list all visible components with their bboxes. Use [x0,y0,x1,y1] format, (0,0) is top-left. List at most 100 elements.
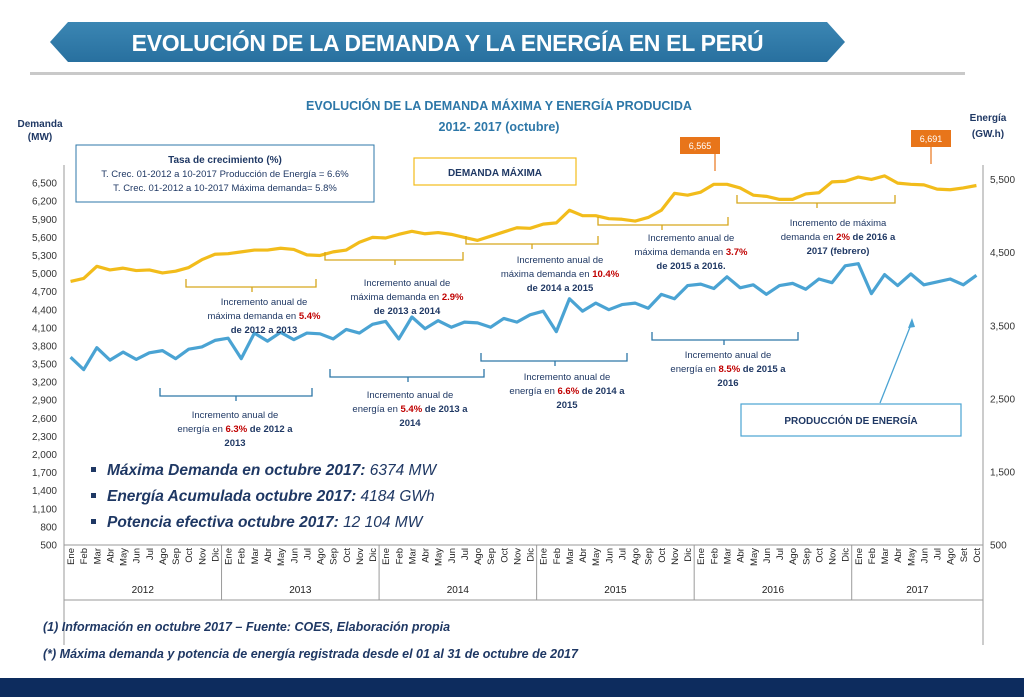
growth-rate-energy: T. Crec. 01-2012 a 10-2017 Producción de… [101,169,349,180]
right-tick-label-5: 5,500 [990,175,1015,186]
peak-badge-2017-label: 6,691 [920,134,943,144]
annotation-demand-2013-line1: Incremento anual de [364,278,451,289]
chart-subtitle: 2012- 2017 (octubre) [439,120,560,134]
month-label: Sep [801,548,812,565]
annotation-demand-2015-line3: de 2015 a 2016. [656,261,725,272]
annotation-energy-2012-line1: Incremento anual de [192,410,279,421]
growth-rate-demand: T. Crec. 01-2012 a 10-2017 Máxima demand… [113,183,337,194]
year-label-2015: 2015 [604,585,627,596]
month-label: Jun [604,548,615,563]
month-label: Abr [263,548,274,563]
left-tick-label-13: 4,400 [32,305,57,316]
energy-legend-arrowhead [908,318,915,328]
brace-demand-2013 [324,252,464,265]
chart-title: EVOLUCIÓN DE LA DEMANDA MÁXIMA Y ENERGÍA… [306,98,692,113]
left-tick-label-17: 5,600 [32,233,57,244]
annotation-energy-2013-line3: 2014 [399,418,421,429]
month-label: Dic [841,548,852,562]
brace-energy-2015 [651,332,799,345]
brace-demand-2016 [736,195,896,208]
month-label: Jul [302,548,313,560]
year-label-2012: 2012 [132,585,155,596]
title-banner: EVOLUCIÓN DE LA DEMANDA Y LA ENERGÍA EN … [50,22,845,62]
annotation-energy-2013-line2: energía en 5.4% de 2013 a [352,404,468,415]
energy-legend-pointer [879,321,913,404]
month-label: Jun [289,548,300,563]
month-label: Jul [145,548,156,560]
annotation-demand-2016: Incremento de máxima demanda en 2% de 20… [781,218,896,257]
left-tick-label-5: 2,000 [32,450,57,461]
month-label: Nov [512,548,523,565]
month-label: Ene [66,548,77,565]
month-label: Dic [683,548,694,562]
right-axis-label-2: (GW.h) [972,129,1004,140]
month-label: Abr [893,548,904,563]
demand-energy-chart: EVOLUCIÓN DE LA DEMANDA MÁXIMA Y ENERGÍA… [17,98,1015,645]
brace-demand-2015 [597,217,729,230]
footer-bar [0,678,1024,697]
left-tick-label-10: 3,500 [32,360,57,371]
peak-badge-2016-label: 6,565 [689,141,712,151]
annotation-energy-2012: Incremento anual de energía en 6.3% de 2… [177,410,293,449]
year-label-2014: 2014 [447,585,470,596]
month-label: Feb [394,548,405,564]
highlight-max-demand: Máxima Demanda en octubre 2017: 6374 MW [107,462,437,479]
month-label: Set [959,548,970,563]
energy-legend-box [740,403,962,437]
month-label: Oct [184,548,195,563]
left-tick-label-12: 4,100 [32,323,57,334]
left-tick-label-4: 1,700 [32,468,57,479]
month-label: May [749,548,760,566]
month-label: Nov [355,548,366,565]
month-label: Nov [670,548,681,565]
annotation-energy-2013: Incremento anual de energía en 5.4% de 2… [352,390,468,429]
left-tick-label-2: 1,100 [32,504,57,515]
month-label: Abr [105,548,116,563]
month-label: Dic [368,548,379,562]
month-label: Jun [919,548,930,563]
month-label: Ene [224,548,235,565]
month-label: Ago [631,548,642,565]
year-label-2017: 2017 [906,585,929,596]
left-tick-label-0: 500 [40,541,57,552]
annotation-demand-2016-line2: demanda en 2% de 2016 a [781,232,896,243]
left-tick-label-7: 2,600 [32,414,57,425]
annotation-demand-2012-line2: máxima demanda en 5.4% [207,311,321,322]
left-tick-label-8: 2,900 [32,396,57,407]
annotation-demand-2016-line1: Incremento de máxima [790,218,887,229]
month-label: May [434,548,445,566]
footer-note-source: (1) Información en octubre 2017 – Fuente… [43,620,451,634]
left-tick-label-19: 6,200 [32,197,57,208]
month-label: Jul [775,548,786,560]
bullet-2 [91,493,96,498]
right-tick-label-2: 2,500 [990,394,1015,405]
highlights: Máxima Demanda en octubre 2017: 6374 MW … [91,462,437,531]
month-label: Nov [828,548,839,565]
annotation-energy-2015-line2: energía en 8.5% de 2015 a [670,364,786,375]
braces [159,195,896,401]
month-label: Ago [473,548,484,565]
peak-badge-2016: 6,565 [680,137,720,171]
annotation-demand-2013-line3: de 2013 a 2014 [374,306,441,317]
month-label: Oct [657,548,668,563]
left-tick-label-1: 800 [40,522,57,533]
bullet-1 [91,467,96,472]
month-label: Jul [460,548,471,560]
annotation-demand-2014: Incremento anual de máxima demanda en 10… [501,255,620,294]
highlight-energy: Energía Acumulada octubre 2017: 4184 GWh [107,488,435,505]
annotation-energy-2015: Incremento anual de energía en 8.5% de 2… [670,350,786,389]
month-label: Abr [736,548,747,563]
demand-legend-label: DEMANDA MÁXIMA [448,166,542,179]
month-label: Oct [814,548,825,563]
month-label: Jun [447,548,458,563]
month-label: Abr [421,548,432,563]
left-tick-label-3: 1,400 [32,486,57,497]
month-label: Feb [552,548,563,564]
month-label: May [276,548,287,566]
left-axis-label-1: Demanda [17,119,62,130]
annotation-demand-2012-line3: de 2012 a 2013 [231,325,298,336]
annotation-energy-2015-line3: 2016 [717,378,738,389]
footer-note-definition: (*) Máxima demanda y potencia de energía… [43,647,578,661]
page-title: EVOLUCIÓN DE LA DEMANDA Y LA ENERGÍA EN … [131,30,764,56]
month-label: Nov [197,548,208,565]
